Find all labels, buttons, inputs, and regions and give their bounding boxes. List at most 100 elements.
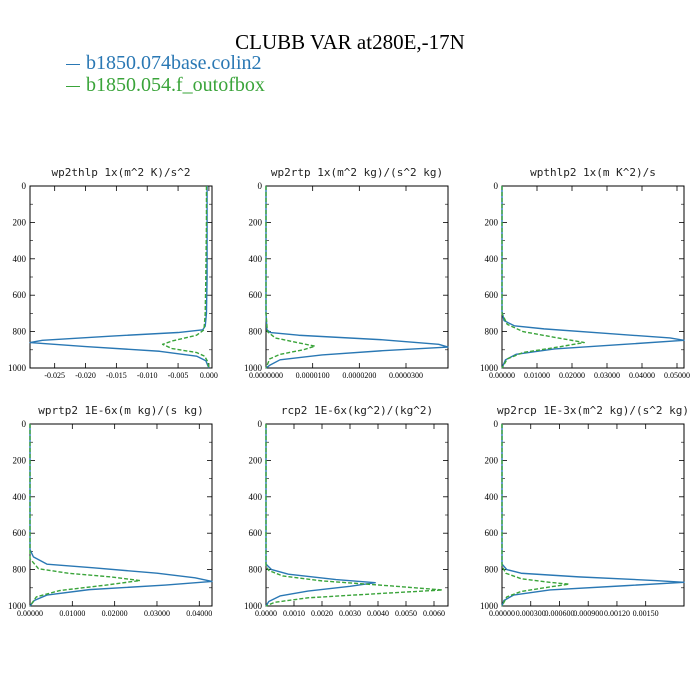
x-tick-label: 0.05000 — [664, 371, 690, 380]
y-tick-label: 200 — [13, 217, 27, 227]
y-tick-label: 400 — [13, 254, 27, 264]
x-tick-label: 0.0060 — [423, 609, 445, 618]
x-tick-label: 0.04000 — [629, 371, 655, 380]
y-tick-label: 600 — [13, 528, 27, 538]
x-tick-label: 0.00150 — [633, 609, 659, 618]
y-tick-label: 200 — [13, 455, 27, 465]
x-tick-label: -0.025 — [44, 371, 65, 380]
series-line-1 — [29, 186, 210, 369]
panel-4: wprtp2 1E-6x(m kg)/(s kg) 0 200 400 600 800 10… — [8, 404, 213, 618]
x-tick-label: 0.0050 — [395, 609, 417, 618]
plot-frame — [265, 423, 449, 607]
y-tick-label: 1000 — [8, 601, 27, 611]
x-tick-label: 0.01000 — [59, 609, 85, 618]
panel-1: wp2thlp 1x(m^2 K)/s^2 0 200 400 600 800 1000 -0… — [8, 166, 218, 380]
x-tick-label: 0.0030 — [339, 609, 361, 618]
series-line-2 — [501, 424, 570, 607]
panel-title: wp2rcp 1E-3x(m^2 kg)/(s^2 kg) — [497, 404, 689, 417]
y-tick-label: 200 — [249, 455, 263, 465]
panel-title: wp2thlp 1x(m^2 K)/s^2 — [51, 166, 190, 179]
x-tick-label: 0.00000 — [489, 371, 515, 380]
y-tick-label: 0 — [258, 181, 263, 191]
x-tick-label: 0.0000000 — [249, 371, 283, 380]
legend-label-1: b1850.074base.colin2 — [86, 52, 262, 74]
x-tick-label: 0.03000 — [144, 609, 170, 618]
series-line-1 — [501, 424, 685, 607]
x-tick-label: -0.010 — [137, 371, 158, 380]
panel-title: wprtp2 1E-6x(m kg)/(s kg) — [38, 404, 204, 417]
y-tick-label: 400 — [485, 492, 499, 502]
plot-frame — [265, 185, 449, 369]
x-tick-label: 0.00000 — [17, 609, 43, 618]
series-line-1 — [501, 186, 685, 369]
y-tick-label: 400 — [485, 254, 499, 264]
x-tick-label: 0.0010 — [283, 609, 305, 618]
x-tick-label: -0.005 — [168, 371, 189, 380]
y-tick-label: 1000 — [244, 363, 263, 373]
y-tick-label: 600 — [485, 528, 499, 538]
panel-3: wpthlp2 1x(m K^2)/s 0 200 400 600 800 10000.00… — [480, 166, 690, 380]
y-tick-label: 400 — [249, 492, 263, 502]
series-line-2 — [501, 186, 585, 369]
panel-title: wpthlp2 1x(m K^2)/s — [530, 166, 656, 179]
plot-frame — [501, 423, 685, 607]
x-tick-label: 0.000 — [200, 371, 218, 380]
x-tick-label: 0.00000 — [489, 609, 515, 618]
plot-frame — [29, 185, 213, 369]
legend-entry-1: b1850.074base.colin2 — [66, 52, 262, 75]
panel-2: wp2rtp 1x(m^2 kg)/(s^2 kg) 0 200 400 600 800 1… — [244, 166, 449, 380]
x-tick-label: 0.04000 — [186, 609, 212, 618]
x-tick-label: 0.000300 — [516, 609, 546, 618]
x-tick-label: 0.0040 — [367, 609, 389, 618]
x-tick-label: 0.0020 — [311, 609, 333, 618]
y-tick-label: 600 — [249, 528, 263, 538]
x-tick-label: 0.01000 — [524, 371, 550, 380]
y-tick-label: 200 — [485, 455, 499, 465]
plot-frame — [501, 185, 685, 369]
panel-5: rcp2 1E-6x(kg^2)/(kg^2) 0 200 400 600 800 1000… — [244, 404, 449, 618]
x-tick-label: 0.0000100 — [296, 371, 330, 380]
y-tick-label: 400 — [13, 492, 27, 502]
y-tick-label: 0 — [22, 419, 27, 429]
y-tick-label: 600 — [485, 290, 499, 300]
chart-title: CLUBB VAR at280E,-17N — [235, 30, 465, 54]
series-line-1 — [265, 186, 449, 369]
y-tick-label: 0 — [494, 419, 499, 429]
y-tick-label: 600 — [249, 290, 263, 300]
panel-title: wp2rtp 1x(m^2 kg)/(s^2 kg) — [271, 166, 443, 179]
y-tick-label: 800 — [485, 565, 499, 575]
x-tick-label: 0.000900 — [573, 609, 603, 618]
series-line-1 — [265, 424, 376, 607]
y-tick-label: 800 — [13, 327, 27, 337]
panel-6: wp2rcp 1E-3x(m^2 kg)/(s^2 kg) 0 200 400 600 8… — [480, 404, 689, 618]
y-tick-label: 800 — [485, 327, 499, 337]
y-tick-label: 800 — [249, 565, 263, 575]
series-line-2 — [161, 186, 210, 369]
series-line-1 — [29, 424, 213, 607]
x-tick-label: 0.0000200 — [342, 371, 376, 380]
x-tick-label: 0.0000300 — [389, 371, 423, 380]
y-tick-label: 400 — [249, 254, 263, 264]
x-tick-label: -0.015 — [106, 371, 127, 380]
y-tick-label: 1000 — [480, 601, 499, 611]
legend-label-2: b1850.054.f_outofbox — [86, 74, 265, 96]
y-tick-label: 0 — [494, 181, 499, 191]
panel-title: rcp2 1E-6x(kg^2)/(kg^2) — [281, 404, 433, 417]
y-tick-label: 600 — [13, 290, 27, 300]
y-tick-label: 1000 — [480, 363, 499, 373]
x-tick-label: -0.020 — [75, 371, 96, 380]
x-tick-label: 0.00120 — [604, 609, 630, 618]
legend-entry-2: b1850.054.f_outofbox — [66, 74, 265, 97]
y-tick-label: 800 — [13, 565, 27, 575]
y-tick-label: 200 — [249, 217, 263, 227]
legend-line-1 — [66, 63, 80, 65]
series-line-2 — [29, 424, 141, 607]
x-tick-label: 0.000600 — [544, 609, 574, 618]
y-tick-label: 800 — [249, 327, 263, 337]
series-line-2 — [265, 424, 444, 607]
y-tick-label: 1000 — [244, 601, 263, 611]
legend-line-2 — [66, 85, 80, 87]
series-line-2 — [265, 186, 316, 369]
y-tick-label: 0 — [22, 181, 27, 191]
